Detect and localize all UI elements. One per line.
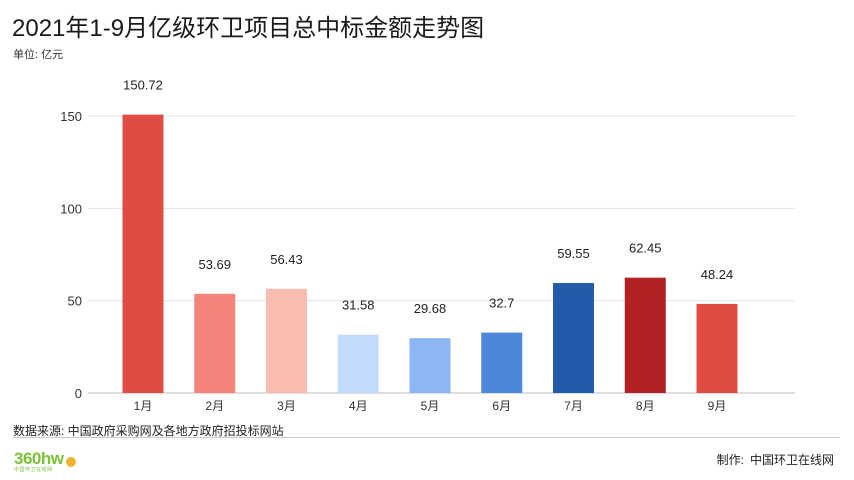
data-label: 59.55	[557, 246, 590, 261]
data-label: 29.68	[414, 301, 447, 316]
bar	[624, 277, 666, 393]
bar	[194, 293, 236, 393]
y-tick-label: 150	[60, 109, 82, 124]
site-logo: 360hw 中国环卫在线网	[14, 449, 84, 473]
x-tick-label: 4月	[349, 399, 368, 413]
credit: 制作: 中国环卫在线网	[717, 451, 840, 468]
x-tick-label: 6月	[492, 399, 511, 413]
x-tick-label: 1月	[134, 399, 153, 413]
logo-subtext: 中国环卫在线网	[14, 467, 53, 473]
data-label: 31.58	[342, 298, 375, 313]
x-tick-label: 5月	[421, 399, 440, 413]
x-tick-label: 2月	[205, 399, 224, 413]
x-tick-label: 9月	[708, 399, 727, 413]
unit-label: 单位: 亿元	[13, 49, 64, 61]
data-label: 48.24	[701, 267, 734, 282]
data-label: 32.7	[489, 296, 514, 311]
y-tick-label: 100	[60, 201, 82, 216]
x-tick-label: 3月	[277, 399, 296, 413]
credit-label: 制作:	[716, 453, 744, 467]
credit-name: 中国环卫在线网	[749, 453, 834, 467]
data-label: 62.45	[629, 241, 662, 256]
bar	[409, 338, 451, 393]
x-tick-label: 7月	[564, 399, 583, 413]
logo-text: 360hw	[14, 449, 64, 468]
data-source: 数据来源: 中国政府采购网及各地方政府招投标网站	[13, 424, 284, 438]
y-tick-label: 0	[75, 386, 82, 401]
bar	[481, 332, 523, 393]
bar	[696, 303, 738, 393]
data-label: 53.69	[198, 257, 231, 272]
y-tick-label: 50	[68, 294, 82, 309]
bar	[553, 283, 594, 393]
x-tick-label: 8月	[636, 399, 655, 413]
data-label: 150.72	[123, 78, 163, 93]
footer-divider	[13, 437, 840, 438]
leaf-badge-icon	[66, 457, 76, 467]
bar	[122, 114, 164, 393]
bar	[337, 334, 379, 393]
bar	[266, 288, 307, 393]
data-label: 56.43	[270, 252, 303, 267]
bar-chart: 0 50 100 150 150.72 1月 53.69 2月 56.43 3月 31.58 4月 29…	[60, 78, 795, 413]
chart-title: 2021年1-9月亿级环卫项目总中标金额走势图	[12, 15, 485, 42]
